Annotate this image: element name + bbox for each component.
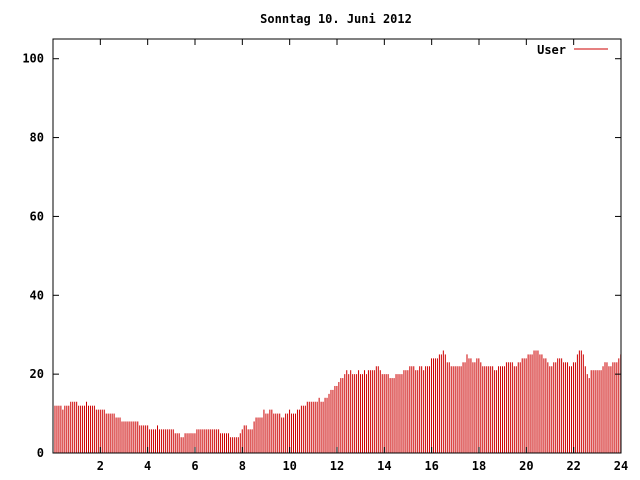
x-tick-label: 16 bbox=[424, 459, 438, 473]
x-tick-label: 24 bbox=[614, 459, 628, 473]
legend-label: User bbox=[537, 43, 566, 57]
x-tick-label: 10 bbox=[282, 459, 296, 473]
bars-layer bbox=[54, 350, 622, 453]
x-tick-label: 2 bbox=[97, 459, 104, 473]
x-tick-label: 20 bbox=[519, 459, 533, 473]
x-tick-label: 14 bbox=[377, 459, 391, 473]
y-tick-label: 60 bbox=[30, 209, 44, 223]
y-tick-label: 80 bbox=[30, 131, 44, 145]
x-tick-label: 22 bbox=[566, 459, 580, 473]
x-tick-label: 4 bbox=[144, 459, 151, 473]
x-tick-label: 12 bbox=[330, 459, 344, 473]
chart-title: Sonntag 10. Juni 2012 bbox=[260, 12, 412, 26]
x-tick-label: 18 bbox=[472, 459, 486, 473]
x-tick-label: 6 bbox=[191, 459, 198, 473]
x-tick-label: 8 bbox=[239, 459, 246, 473]
y-tick-label: 0 bbox=[37, 446, 44, 460]
y-tick-label: 20 bbox=[30, 367, 44, 381]
y-tick-label: 40 bbox=[30, 288, 44, 302]
legend: User bbox=[537, 43, 608, 57]
y-tick-label: 100 bbox=[22, 52, 44, 66]
